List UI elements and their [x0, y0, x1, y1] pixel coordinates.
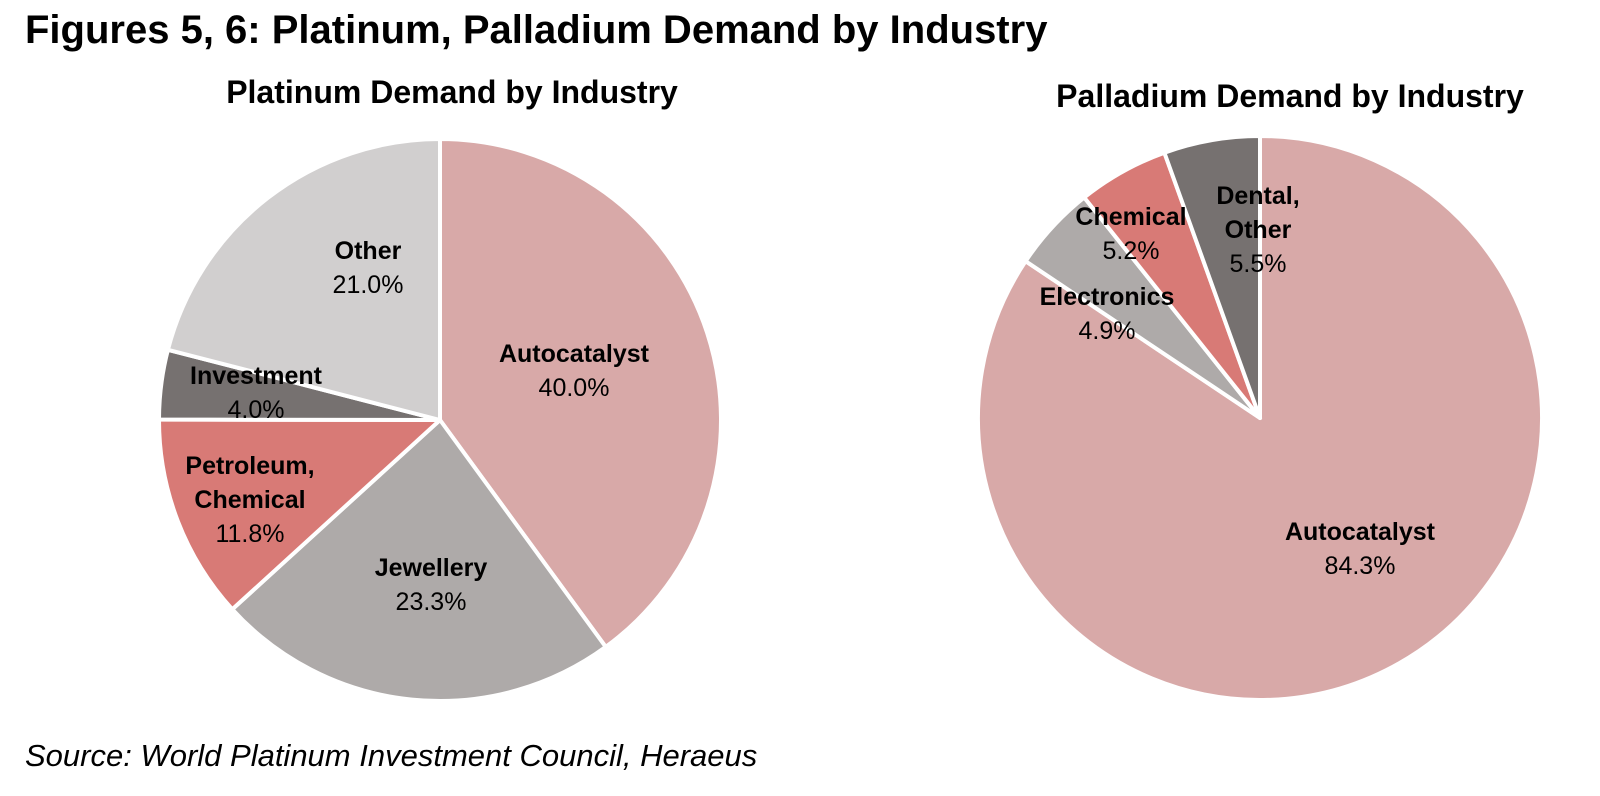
platinum-category-label: Petroleum,: [185, 452, 314, 480]
palladium-chart-title: Palladium Demand by Industry: [1056, 78, 1524, 114]
palladium-category-label: Chemical: [1075, 203, 1186, 231]
palladium-value-label: 4.9%: [1079, 317, 1136, 345]
palladium-label-dental-other: Dental, Other 5.5%: [1216, 182, 1299, 278]
platinum-category-label: Autocatalyst: [499, 340, 650, 368]
palladium-category-label: Autocatalyst: [1285, 518, 1436, 546]
palladium-label-autocatalyst: Autocatalyst 84.3%: [1285, 518, 1436, 580]
platinum-category-label: Chemical: [194, 486, 305, 514]
platinum-category-label: Other: [335, 237, 402, 265]
platinum-slice-petroleum-chemical: [156, 417, 442, 612]
platinum-label-jewellery: Jewellery 23.3%: [375, 554, 488, 616]
platinum-value-label: 23.3%: [396, 588, 467, 616]
palladium-category-label: Other: [1225, 216, 1292, 244]
platinum-value-label: 21.0%: [333, 271, 404, 299]
platinum-label-petroleum-chemical: Petroleum, Chemical 11.8%: [185, 452, 314, 548]
palladium-pie-chart: Autocatalyst 84.3% Electronics 4.9% Chemical…: [976, 134, 1544, 702]
platinum-category-label: Investment: [190, 362, 323, 390]
palladium-label-electronics: Electronics 4.9%: [1040, 283, 1175, 345]
platinum-value-label: 11.8%: [215, 520, 284, 548]
palladium-label-chemical: Chemical 5.2%: [1075, 203, 1186, 265]
platinum-label-investment: Investment 4.0%: [190, 362, 323, 424]
palladium-category-label: Dental,: [1216, 182, 1299, 210]
palladium-value-label: 5.5%: [1230, 250, 1287, 278]
platinum-label-autocatalyst: Autocatalyst 40.0%: [499, 340, 650, 402]
platinum-slice-jewellery: [230, 418, 608, 704]
platinum-value-label: 40.0%: [539, 374, 610, 402]
figure-title: Figures 5, 6: Platinum, Palladium Demand…: [25, 8, 1048, 52]
palladium-slice-dental-other: [1162, 134, 1262, 420]
platinum-value-label: 4.0%: [228, 396, 285, 424]
platinum-slice-autocatalyst: [438, 137, 724, 649]
platinum-slice-other: [165, 137, 442, 422]
platinum-chart-title: Platinum Demand by Industry: [226, 74, 678, 110]
platinum-pie-chart: Autocatalyst 40.0% Jewellery 23.3% Petroleum…: [156, 137, 724, 704]
palladium-value-label: 84.3%: [1325, 552, 1396, 580]
palladium-category-label: Electronics: [1040, 283, 1175, 311]
platinum-category-label: Jewellery: [375, 554, 488, 582]
platinum-label-other: Other 21.0%: [333, 237, 404, 299]
source-note: Source: World Platinum Investment Counci…: [25, 738, 758, 773]
palladium-slice-autocatalyst: [976, 134, 1544, 702]
palladium-value-label: 5.2%: [1103, 237, 1160, 265]
